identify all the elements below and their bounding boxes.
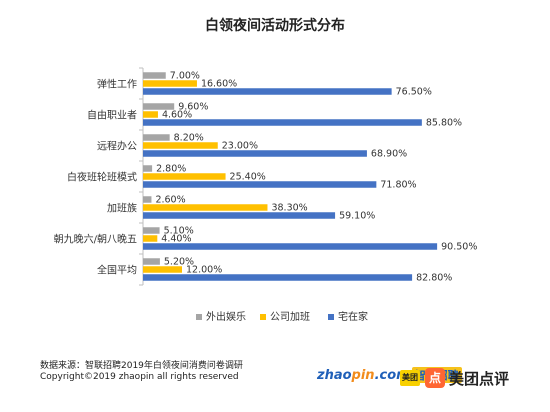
- dianping-logo-text: 美团点评: [449, 369, 510, 388]
- data-label: 16.60%: [201, 78, 237, 89]
- legend-label: 宅在家: [338, 310, 368, 323]
- legend-label: 公司加班: [270, 311, 310, 323]
- bar: [143, 134, 170, 141]
- category-label: 白夜班轮班模式: [67, 171, 137, 184]
- zhaopin-logo-part: zhao: [317, 368, 352, 383]
- bar: [143, 243, 438, 250]
- category-label: 朝九晚六/朝八晚五: [54, 234, 137, 246]
- copyright-note: Copyright©2019 zhaopin all rights reserv…: [40, 372, 239, 382]
- meituan-dianping-logo: 点 美团点评: [425, 367, 509, 389]
- data-label: 5.20%: [164, 256, 194, 267]
- data-label: 71.80%: [380, 179, 416, 190]
- bar: [143, 258, 160, 265]
- bar: [143, 173, 226, 180]
- data-label: 25.40%: [230, 171, 266, 182]
- data-label: 90.50%: [441, 241, 477, 252]
- data-label: 7.00%: [170, 70, 200, 81]
- legend-swatch: [328, 314, 334, 320]
- category-label: 远程办公: [97, 140, 137, 153]
- bar: [143, 204, 268, 211]
- bar: [143, 212, 336, 219]
- data-label: 82.80%: [416, 272, 452, 283]
- data-label: 2.60%: [155, 194, 185, 205]
- bar: [143, 103, 175, 110]
- bar: [143, 235, 158, 242]
- data-label: 9.60%: [178, 101, 208, 112]
- data-label: 8.20%: [174, 132, 204, 143]
- data-label: 4.40%: [161, 233, 191, 244]
- meituan-logo: 美团: [400, 370, 420, 386]
- bar: [143, 119, 422, 126]
- chart-title: 白领夜间活动形式分布: [205, 18, 345, 34]
- data-label: 59.10%: [339, 210, 375, 221]
- category-label: 全国平均: [97, 264, 137, 277]
- bar: [143, 274, 413, 281]
- zhaopin-logo: zhaopin.com智联招聘: [317, 367, 462, 389]
- bar: [143, 80, 197, 87]
- bar: [143, 72, 166, 79]
- zhaopin-logo-part: pin: [351, 368, 375, 383]
- bar: [143, 142, 218, 149]
- data-label: 85.80%: [426, 117, 462, 128]
- data-source-note: 数据来源：智联招聘2019年白领夜间消费问卷调研: [40, 361, 243, 371]
- bar: [143, 227, 160, 234]
- category-label: 自由职业者: [87, 109, 137, 122]
- legend-swatch: [260, 314, 266, 320]
- bar: [143, 88, 392, 95]
- legend-swatch: [196, 314, 202, 320]
- data-label: 4.60%: [162, 109, 192, 120]
- bar: [143, 181, 377, 188]
- category-label: 弹性工作: [97, 78, 137, 91]
- data-label: 38.30%: [271, 202, 307, 213]
- data-label: 12.00%: [186, 264, 222, 275]
- category-label: 加班族: [107, 202, 137, 215]
- bar: [143, 266, 182, 273]
- data-label: 76.50%: [396, 86, 432, 97]
- data-label: 68.90%: [371, 148, 407, 159]
- data-label: 2.80%: [156, 163, 186, 174]
- data-label: 5.10%: [164, 225, 194, 236]
- bar: [143, 196, 152, 203]
- legend-label: 外出娱乐: [206, 310, 246, 323]
- data-label: 23.00%: [222, 140, 258, 151]
- bar: [143, 111, 158, 118]
- bar: [143, 150, 367, 157]
- dianping-badge-icon: 点: [425, 368, 445, 388]
- bar: [143, 165, 153, 172]
